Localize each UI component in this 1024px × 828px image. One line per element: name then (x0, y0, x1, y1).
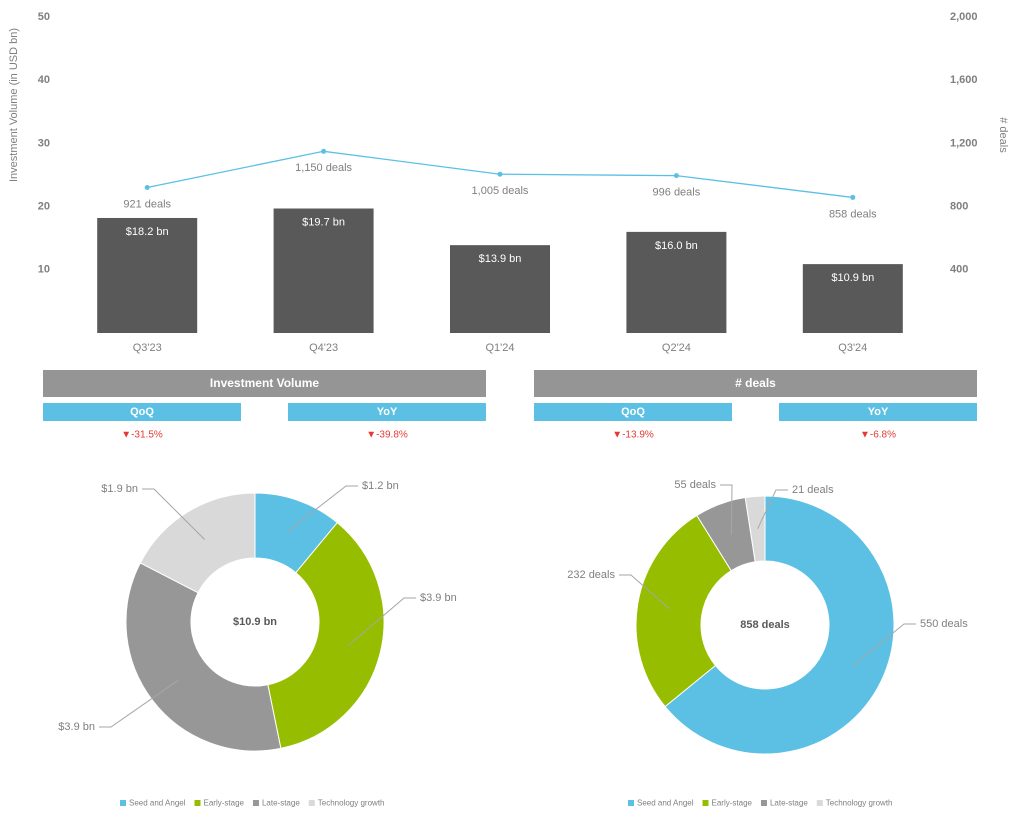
donut-segment (267, 521, 385, 749)
bar-value-label: $19.7 bn (302, 216, 345, 228)
leader-line (99, 679, 179, 728)
legend-swatch (816, 800, 823, 806)
donut-center-label: 858 deals (740, 619, 790, 631)
legend-swatch (252, 800, 259, 806)
donut-segment (125, 562, 282, 752)
legend-label: Technology growth (318, 799, 385, 808)
leader-line (142, 488, 206, 540)
bar-value-label: $18.2 bn (126, 226, 169, 238)
y2-tick-label: 1,200 (950, 137, 978, 149)
line-point (673, 173, 679, 179)
line-point (497, 171, 503, 177)
x-tick-label: Q4'23 (309, 342, 338, 354)
y2-tick-label: 2,000 (950, 11, 978, 23)
legend-label: Early-stage (712, 799, 753, 808)
y2-tick-label: 400 (950, 264, 968, 276)
bar-value-label: $13.9 bn (479, 253, 522, 265)
legend-swatch (194, 800, 201, 806)
donut-segment (664, 495, 895, 755)
x-tick-label: Q3'23 (133, 342, 162, 354)
kpi-subheader (43, 403, 241, 421)
bar (97, 217, 198, 333)
legend-swatch (702, 800, 709, 806)
legend-label: Technology growth (826, 799, 893, 808)
donut-value-label: $1.9 bn (101, 483, 138, 495)
donut-value-label: $3.9 bn (420, 592, 457, 604)
kpi-header-title: # deals (735, 376, 776, 390)
kpi-header (43, 370, 486, 397)
donut-value-label: $1.2 bn (362, 480, 399, 492)
donut-value-label: 232 deals (567, 569, 615, 581)
line-value-label: 996 deals (653, 187, 701, 199)
legend-label: Seed and Angel (637, 799, 694, 808)
kpi-subheader-label: QoQ (130, 406, 154, 418)
bar-value-label: $16.0 bn (655, 240, 698, 252)
bar (802, 264, 903, 333)
line-point (321, 148, 327, 154)
leader-line (287, 485, 358, 532)
donut-value-label: $3.9 bn (58, 721, 95, 733)
y-tick-label: 50 (38, 11, 50, 23)
y-tick-label: 20 (38, 201, 50, 213)
donut-value-label: 550 deals (920, 618, 968, 630)
line-value-label: 921 deals (123, 198, 171, 210)
kpi-value: ▼-6.8% (860, 430, 896, 441)
line-point (144, 184, 150, 190)
line-value-label: 1,150 deals (295, 162, 352, 174)
kpi-subheader (288, 403, 486, 421)
donut-segment (635, 514, 732, 708)
donut-segment (139, 492, 256, 594)
donut-value-label: 21 deals (792, 484, 834, 496)
kpi-value: ▼-39.8% (366, 430, 408, 441)
legend-swatch (628, 800, 634, 806)
kpi-header (534, 370, 977, 397)
bar (450, 245, 550, 333)
kpi-value: ▼-13.9% (612, 430, 654, 441)
y2-tick-label: 800 (950, 201, 968, 213)
donut-value-label: 55 deals (674, 479, 716, 491)
leader-line (757, 489, 788, 529)
legend-swatch (120, 800, 126, 806)
line-point (850, 194, 856, 200)
kpi-header-title: Investment Volume (210, 376, 319, 390)
line-value-label: 858 deals (829, 208, 877, 220)
legend-swatch (760, 800, 767, 806)
bar (626, 231, 727, 333)
kpi-subheader (779, 403, 977, 421)
y-axis-label: Investment Volume (in USD bn) (8, 28, 20, 182)
x-tick-label: Q2'24 (662, 342, 691, 354)
y2-tick-label: 1,600 (950, 74, 978, 86)
leader-line (720, 484, 733, 535)
bar (273, 208, 374, 333)
legend-swatch (308, 800, 315, 806)
y-tick-label: 10 (38, 264, 50, 276)
legend-label: Late-stage (262, 799, 300, 808)
leader-line (619, 574, 671, 610)
legend-label: Seed and Angel (129, 799, 186, 808)
kpi-value: ▼-31.5% (121, 430, 163, 441)
legend-label: Early-stage (204, 799, 245, 808)
kpi-subheader (534, 403, 732, 421)
line-value-label: 1,005 deals (472, 185, 529, 197)
y2-axis-label: # deals (997, 117, 1009, 153)
x-tick-label: Q1'24 (485, 342, 514, 354)
y-tick-label: 30 (38, 137, 50, 149)
kpi-subheader-label: YoY (377, 406, 398, 418)
donut-center-label: $10.9 bn (233, 616, 277, 628)
kpi-subheader-label: QoQ (621, 406, 645, 418)
bar-value-label: $10.9 bn (831, 272, 874, 284)
x-tick-label: Q3'24 (838, 342, 867, 354)
y-tick-label: 40 (38, 74, 50, 86)
kpi-subheader-label: YoY (868, 406, 889, 418)
leader-line (851, 623, 916, 667)
donut-segment (744, 495, 766, 563)
leader-line (348, 597, 416, 646)
legend-label: Late-stage (770, 799, 808, 808)
